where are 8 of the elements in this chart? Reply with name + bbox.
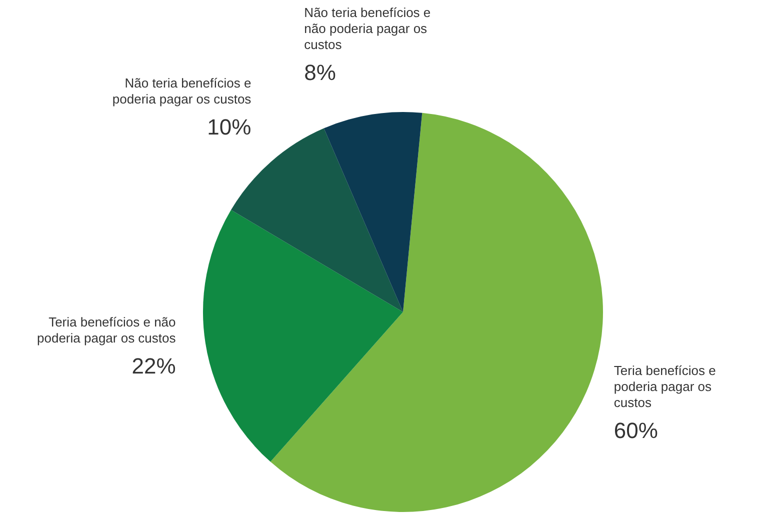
data-label: 8% [304, 60, 336, 85]
slice-label: Não teria benefícios e não poderia pagar os custos [304, 4, 431, 52]
slice-label: Não teria benefícios e poderia pagar os custos [112, 75, 252, 106]
data-label: 10% [207, 114, 252, 140]
slice-label: Teria benefícios e não poderia pagar os custos [37, 314, 176, 346]
slice-label: Teria benefícios e poderia pagar os custos [614, 362, 716, 410]
data-label: 60% [614, 418, 658, 443]
data-label: 22% [132, 354, 176, 379]
